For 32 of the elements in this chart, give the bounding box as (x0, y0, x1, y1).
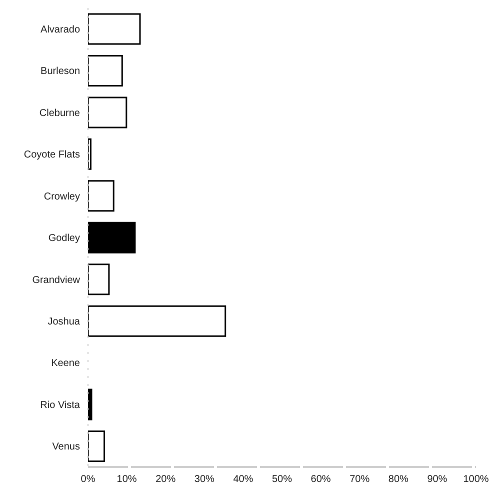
x-tick-label: 100% (463, 474, 489, 486)
y-tick-label: Godley (48, 233, 80, 244)
y-tick-label: Joshua (48, 316, 80, 328)
bar (88, 54, 123, 86)
bar (88, 138, 92, 170)
bar (88, 180, 114, 212)
x-tick-label: 40% (233, 474, 254, 486)
y-tick-label: Venus (52, 442, 80, 453)
y-tick-label: Alvarado (40, 24, 80, 36)
y-tick-label: Keene (51, 358, 80, 370)
y-tick-label: Coyote Flats (24, 150, 80, 161)
bar (88, 96, 128, 128)
y-tick-label: Cleburne (39, 108, 80, 119)
x-tick-label: 30% (194, 474, 215, 486)
bar (88, 222, 136, 254)
x-tick-label: 0% (80, 474, 96, 486)
x-tick-label: 50% (272, 474, 292, 486)
y-tick-label: Burleson (40, 66, 80, 78)
bar (88, 430, 106, 462)
x-tick-label: 10% (116, 474, 137, 486)
bar (88, 13, 141, 45)
x-tick-label: 80% (388, 474, 409, 486)
y-tick-label: Crowley (44, 191, 80, 202)
y-tick-label: Grandview (32, 274, 81, 286)
x-tick-label: 70% (350, 474, 370, 486)
y-tick-label: Rio Vista (40, 400, 80, 411)
x-tick-label: 60% (310, 474, 331, 486)
bar (88, 264, 110, 296)
bar (88, 388, 92, 420)
bar (88, 305, 226, 337)
x-tick-label: 90% (427, 474, 448, 486)
x-tick-label: 20% (156, 474, 176, 486)
